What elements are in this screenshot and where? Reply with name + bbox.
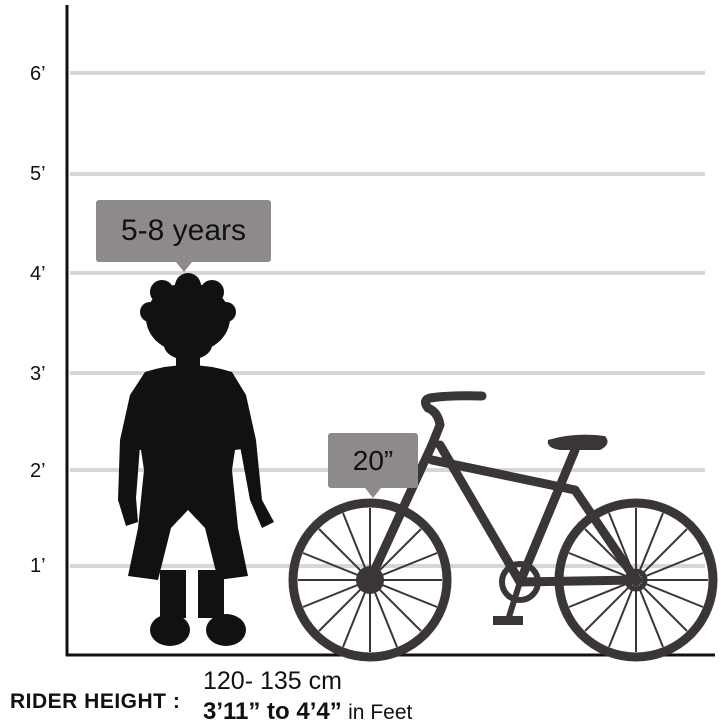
tick-label-1ft: 1’ (30, 555, 46, 577)
tick-label-6ft: 6’ (30, 63, 46, 85)
rider-height-feet: 3’11” to 4’4” in Feet (203, 698, 412, 726)
child-silhouette-icon (118, 273, 274, 646)
tick-label-4ft: 4’ (30, 263, 46, 285)
wheel-size-bubble: 20” (328, 433, 418, 498)
tick-label-5ft: 5’ (30, 163, 46, 185)
rider-height-feet-value: 3’11” to 4’4” (203, 698, 342, 725)
rider-height-feet-unit: in Feet (348, 701, 413, 724)
front-wheel (288, 498, 452, 662)
bicycle-icon (288, 391, 718, 662)
tick-label-3ft: 3’ (30, 363, 46, 385)
rider-height-label: RIDER HEIGHT : (10, 690, 181, 713)
age-range-bubble: 5-8 years (96, 200, 271, 272)
rider-height-cm: 120- 135 cm (203, 667, 342, 695)
tick-label-2ft: 2’ (30, 460, 46, 482)
